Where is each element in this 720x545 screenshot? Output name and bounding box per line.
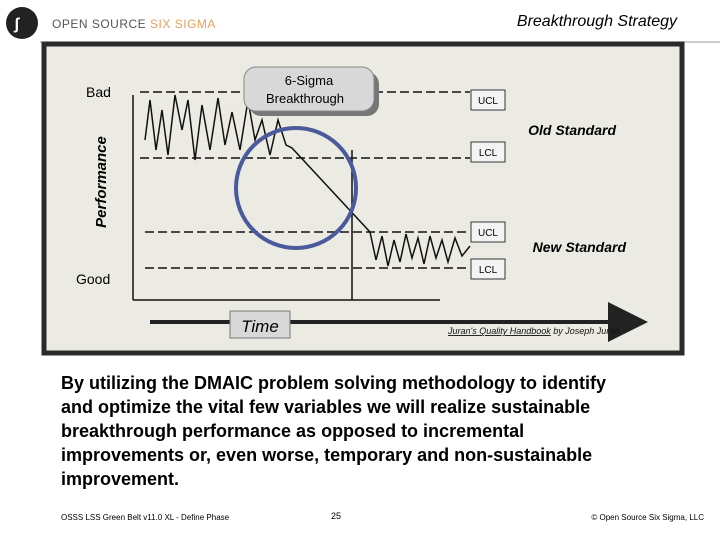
limit-box xyxy=(470,221,506,243)
y-axis-title: Performance xyxy=(93,136,110,228)
time-box xyxy=(229,310,291,339)
slide-title: Breakthrough Strategy xyxy=(517,13,678,30)
bad-label: Bad xyxy=(86,84,111,100)
body-line: breakthrough performance as opposed to i… xyxy=(61,421,524,441)
limit-box xyxy=(470,89,506,111)
body-line: and optimize the vital few variables we … xyxy=(61,397,590,417)
citation: Juran's Quality Handbook by Joseph Juran xyxy=(447,326,619,336)
callout-text: Breakthrough xyxy=(266,91,344,106)
logo-text: OPEN SOURCE SIX SIGMA xyxy=(52,17,216,31)
body-line: By utilizing the DMAIC problem solving m… xyxy=(61,373,606,393)
body-line: improvement. xyxy=(61,469,179,489)
citation-title: Juran's Quality Handbook xyxy=(447,326,551,336)
logo-part: SIX SIGMA xyxy=(150,17,216,31)
logo-glyph: ʃ xyxy=(13,16,20,33)
limit-label: UCL xyxy=(478,228,498,239)
limit-label: UCL xyxy=(478,96,498,107)
callout-text: 6-Sigma xyxy=(285,73,334,88)
time-label: Time xyxy=(241,317,279,336)
process-line xyxy=(144,94,471,267)
footer-left: OSSS LSS Green Belt v11.0 XL - Define Ph… xyxy=(61,513,230,522)
good-label: Good xyxy=(76,271,110,287)
citation-author: by Joseph Juran xyxy=(551,326,620,336)
limit-box xyxy=(470,141,506,163)
new-standard: New Standard xyxy=(533,239,627,255)
breakthrough-circle xyxy=(234,126,358,250)
logo-mark xyxy=(6,7,38,39)
limit-label: LCL xyxy=(479,148,498,159)
limit-box xyxy=(470,258,506,280)
body-line: improvements or, even worse, temporary a… xyxy=(61,445,592,465)
old-standard: Old Standard xyxy=(528,122,616,138)
limit-label: LCL xyxy=(479,265,498,276)
logo-part: OPEN SOURCE xyxy=(52,17,146,31)
callout-box xyxy=(243,66,375,112)
page-number: 25 xyxy=(331,511,341,521)
footer-right: © Open Source Six Sigma, LLC xyxy=(591,513,704,522)
